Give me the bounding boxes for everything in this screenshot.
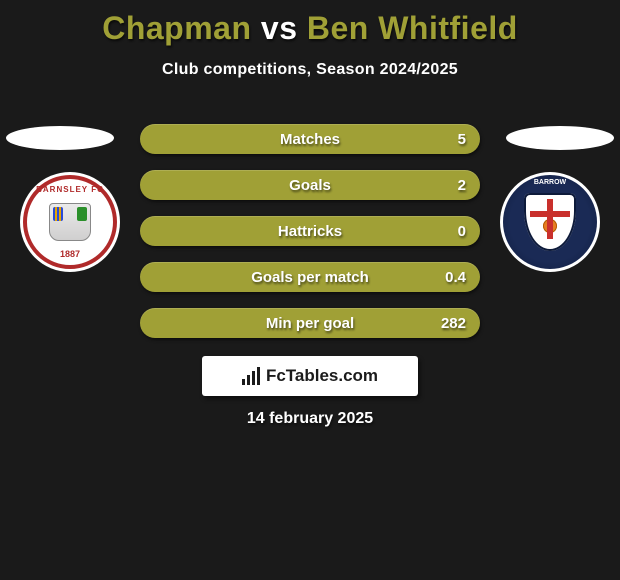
- team1-crest-ring: BARNSLEY FC 1887: [23, 175, 117, 269]
- stat-value-right: 5: [458, 124, 466, 154]
- stat-bar: Goals per match 0.4: [140, 262, 480, 292]
- stat-bar: Goals 2: [140, 170, 480, 200]
- team1-crest-inner: [42, 194, 98, 250]
- stat-bar: Hattricks 0: [140, 216, 480, 246]
- stat-label: Goals per match: [140, 262, 480, 292]
- team1-crest: BARNSLEY FC 1887: [20, 172, 120, 272]
- date-text: 14 february 2025: [0, 410, 620, 428]
- stat-value-right: 282: [441, 308, 466, 338]
- stat-value-right: 2: [458, 170, 466, 200]
- brand-bars-icon: [242, 367, 260, 385]
- player2-shadow-oval: [506, 126, 614, 150]
- infographic-root: Chapman vs Ben Whitfield Club competitio…: [0, 0, 620, 580]
- player2-name: Ben Whitfield: [307, 10, 518, 46]
- stat-label: Min per goal: [140, 308, 480, 338]
- stat-label: Goals: [140, 170, 480, 200]
- subtitle: Club competitions, Season 2024/2025: [0, 61, 620, 79]
- comparison-title: Chapman vs Ben Whitfield: [0, 0, 620, 47]
- team1-crest-year: 1887: [60, 249, 80, 259]
- vs-label: vs: [261, 10, 298, 46]
- team2-crest-ring: BARROW: [503, 175, 597, 269]
- team1-shield-icon: [49, 203, 91, 241]
- stat-bar: Min per goal 282: [140, 308, 480, 338]
- player1-shadow-oval: [6, 126, 114, 150]
- team2-crest: BARROW: [500, 172, 600, 272]
- stat-bars: Matches 5 Goals 2 Hattricks 0 Goals per …: [140, 124, 480, 354]
- team2-crest-toptext: BARROW: [503, 179, 597, 186]
- stat-bar: Matches 5: [140, 124, 480, 154]
- stat-label: Hattricks: [140, 216, 480, 246]
- team2-shield-icon: [524, 193, 576, 251]
- stat-value-right: 0: [458, 216, 466, 246]
- brand-box: FcTables.com: [202, 356, 418, 396]
- team2-ball-icon: [543, 219, 557, 233]
- brand-text: FcTables.com: [266, 366, 378, 386]
- player1-name: Chapman: [102, 10, 251, 46]
- stat-label: Matches: [140, 124, 480, 154]
- team1-crest-topword: BARNSLEY FC: [36, 185, 104, 194]
- stat-value-right: 0.4: [445, 262, 466, 292]
